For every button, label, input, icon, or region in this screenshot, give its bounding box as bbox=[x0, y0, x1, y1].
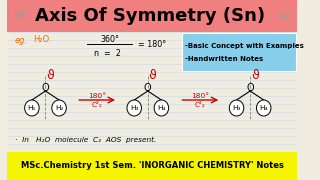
Text: n  =  2: n = 2 bbox=[94, 48, 121, 57]
Text: C²₂: C²₂ bbox=[195, 102, 206, 108]
Text: ϑ: ϑ bbox=[148, 69, 156, 82]
Circle shape bbox=[229, 100, 244, 116]
Text: MSc.Chemistry 1st Sem. 'INORGANIC CHEMISTRY' Notes: MSc.Chemistry 1st Sem. 'INORGANIC CHEMIS… bbox=[21, 161, 284, 170]
Text: = 180°: = 180° bbox=[138, 39, 166, 48]
Text: 360°: 360° bbox=[100, 35, 119, 44]
Text: H₁: H₁ bbox=[28, 105, 36, 111]
Circle shape bbox=[52, 100, 66, 116]
Text: wh: wh bbox=[13, 10, 27, 20]
Text: 180°: 180° bbox=[191, 93, 209, 99]
Text: 180°: 180° bbox=[88, 93, 106, 99]
Circle shape bbox=[127, 100, 141, 116]
Text: ϑ: ϑ bbox=[251, 69, 259, 82]
Text: H₄: H₄ bbox=[260, 105, 268, 111]
Text: Axis Of Symmetry (Sn): Axis Of Symmetry (Sn) bbox=[36, 7, 266, 25]
Text: H₃: H₃ bbox=[232, 105, 241, 111]
Text: H₃: H₃ bbox=[130, 105, 139, 111]
Text: C²₂: C²₂ bbox=[92, 102, 102, 108]
Text: O: O bbox=[144, 83, 152, 93]
Text: H₂: H₂ bbox=[55, 105, 63, 111]
Text: H₄: H₄ bbox=[157, 105, 166, 111]
Text: O: O bbox=[246, 83, 254, 93]
Bar bbox=[7, 152, 297, 180]
Text: H₂O: H₂O bbox=[33, 35, 49, 44]
Text: is): is) bbox=[278, 10, 290, 20]
Circle shape bbox=[25, 100, 39, 116]
Text: eg.: eg. bbox=[15, 35, 28, 44]
Bar bbox=[182, 33, 296, 71]
Text: O: O bbox=[42, 83, 49, 93]
Text: -Handwritten Notes: -Handwritten Notes bbox=[185, 56, 263, 62]
Bar bbox=[7, 0, 297, 32]
Text: ·  In   H₂O  molecule  C₂  AOS  present.: · In H₂O molecule C₂ AOS present. bbox=[15, 137, 156, 143]
Text: ϑ: ϑ bbox=[46, 69, 54, 82]
Text: -Basic Concept with Examples: -Basic Concept with Examples bbox=[185, 43, 304, 49]
Circle shape bbox=[154, 100, 169, 116]
Circle shape bbox=[256, 100, 271, 116]
